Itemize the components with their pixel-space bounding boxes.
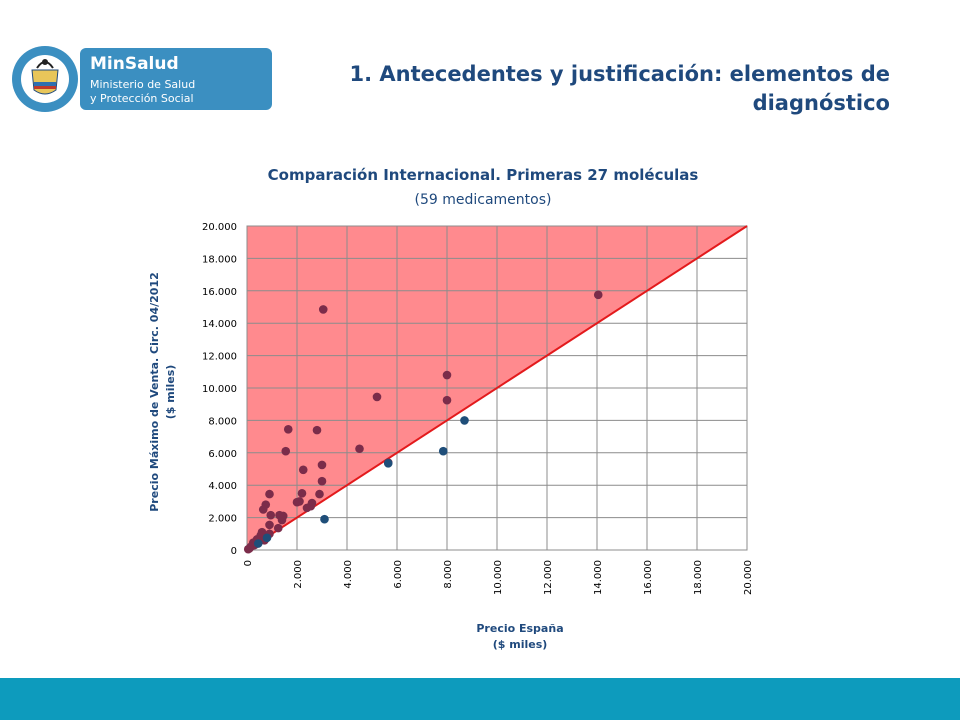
- x-tick-label: 2.000: [293, 560, 304, 589]
- logo-brand-name: MinSalud: [90, 54, 179, 74]
- chart-title: Comparación Internacional. Primeras 27 m…: [268, 166, 699, 184]
- x-tick-label: 14.000: [593, 560, 604, 595]
- y-tick-label: 4.000: [208, 481, 237, 492]
- slide-title: 1. Antecedentes y justificación: element…: [330, 60, 890, 118]
- data-point-above: [243, 544, 253, 554]
- y-axis-label-line2: ($ miles): [164, 365, 177, 420]
- data-point-above: [258, 505, 268, 514]
- data-point-below: [262, 533, 272, 543]
- data-point-above: [318, 305, 328, 314]
- data-point-below: [438, 446, 448, 456]
- data-point-above: [312, 425, 322, 435]
- data-point-above: [315, 489, 324, 499]
- x-tick-label: 16.000: [643, 560, 654, 595]
- data-point-above: [266, 510, 276, 520]
- chart-subtitle: (59 medicamentos): [415, 192, 552, 208]
- y-tick-label: 18.000: [202, 254, 237, 265]
- y-tick-label: 14.000: [202, 319, 237, 330]
- data-point-below: [460, 416, 469, 425]
- minsalud-logo: MinSalud Ministerio de Salud y Protecció…: [10, 44, 272, 114]
- colombia-seal-icon: [12, 46, 78, 112]
- data-point-below: [320, 514, 329, 524]
- y-tick-label: 16.000: [202, 287, 237, 298]
- y-tick-label: 6.000: [208, 449, 237, 460]
- y-tick-label: 0: [231, 546, 237, 557]
- y-tick-label: 8.000: [208, 416, 237, 427]
- x-tick-label: 12.000: [543, 560, 554, 595]
- x-tick-label: 4.000: [343, 560, 354, 589]
- x-tick-label: 0: [243, 560, 254, 566]
- logo-brand-block: MinSalud Ministerio de Salud y Protecció…: [80, 48, 272, 110]
- y-tick-label: 10.000: [202, 384, 237, 395]
- data-point-above: [265, 489, 274, 499]
- y-axis-label-line1: Precio Máximo de Venta. Circ. 04/2012: [148, 272, 161, 512]
- data-point-above: [292, 497, 302, 507]
- x-tick-label: 20.000: [743, 560, 754, 595]
- footer-bar: [0, 678, 960, 720]
- x-axis-label-line1: Precio España: [476, 622, 563, 635]
- data-point-above: [297, 489, 307, 498]
- y-tick-label: 12.000: [202, 352, 237, 363]
- data-point-below: [383, 459, 393, 468]
- x-tick-label: 18.000: [693, 560, 704, 595]
- data-point-above: [302, 503, 312, 513]
- data-point-above: [442, 395, 452, 405]
- x-tick-label: 6.000: [393, 560, 404, 589]
- data-point-above: [372, 392, 382, 402]
- y-tick-label: 2.000: [208, 514, 237, 525]
- data-point-above: [283, 425, 293, 434]
- data-point-above: [355, 444, 364, 454]
- data-point-above: [317, 460, 327, 470]
- slide-title-line2: diagnóstico: [752, 91, 890, 115]
- logo-sub-line1: Ministerio de Salud: [90, 78, 196, 91]
- data-point-above: [281, 446, 291, 456]
- plot-border: [246, 225, 748, 551]
- data-point-above: [317, 476, 327, 486]
- logo-sub-line2: y Protección Social: [90, 92, 194, 105]
- data-point-above: [298, 465, 308, 475]
- data-point-above: [265, 520, 274, 530]
- data-point-below: [253, 539, 263, 548]
- slide-title-line1: 1. Antecedentes y justificación: element…: [349, 62, 890, 86]
- x-axis-label-line2: ($ miles): [493, 638, 548, 651]
- data-point-above: [273, 523, 283, 533]
- x-tick-label: 8.000: [443, 560, 454, 589]
- diagonal-reference-line: [246, 225, 748, 551]
- y-tick-label: 20.000: [202, 222, 237, 233]
- x-tick-label: 10.000: [493, 560, 504, 595]
- data-point-above: [442, 370, 452, 380]
- data-point-above: [277, 515, 287, 525]
- data-point-above: [593, 290, 603, 300]
- plot-area: 0 2.000 4.000 6.000 8.000 10.000 12.000 14.000 1…: [202, 222, 754, 595]
- scatter-chart: Comparación Internacional. Primeras 27 m…: [148, 166, 754, 651]
